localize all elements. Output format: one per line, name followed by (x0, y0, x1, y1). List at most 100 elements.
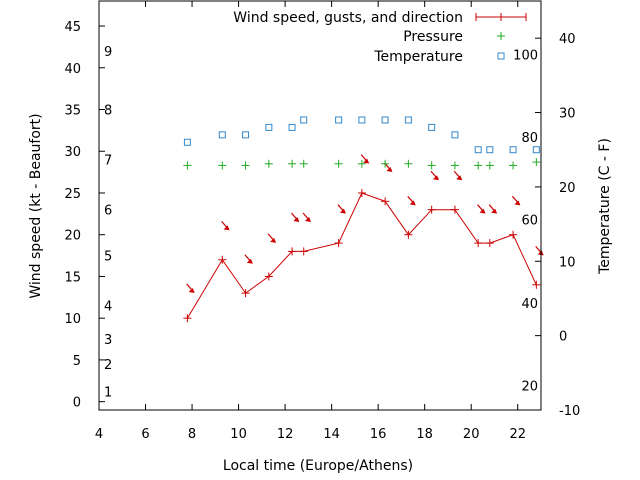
wind-point (509, 230, 518, 239)
wind-point (218, 255, 227, 264)
pressure-point (450, 161, 459, 170)
temperature-point (300, 116, 308, 124)
wind-direction-arrow (360, 154, 370, 164)
y-left-tick-label: 15 (64, 270, 81, 285)
y-left-tick-label: 20 (64, 229, 81, 244)
wind-direction-arrow (488, 204, 498, 214)
wind-direction-arrow (384, 162, 393, 172)
wind-point (183, 314, 192, 323)
x-tick-labels: 4 6 8 10 12 14 16 18 20 22 (95, 427, 526, 442)
beaufort-label: 3 (104, 333, 112, 348)
legend-marker-temperature (497, 52, 505, 60)
temperature-point (358, 116, 366, 124)
wind-point (299, 247, 308, 256)
x-tick-label: 4 (95, 427, 103, 442)
pressure-point (485, 161, 494, 170)
wind-point (381, 197, 390, 206)
pressure-point (474, 161, 483, 170)
x-tick-label: 12 (277, 427, 294, 442)
wind-direction-arrow (511, 195, 521, 206)
fahrenheit-label: 100 (513, 49, 538, 64)
y-right-axis-title: Temperature (C - F) (597, 138, 613, 275)
legend-label-temperature: Temperature (373, 49, 463, 65)
fahrenheit-label: 20 (521, 379, 538, 394)
y-right-tick-label: 0 (559, 330, 567, 345)
wind-direction-arrow (244, 254, 253, 264)
wind-direction-arrow (221, 220, 230, 231)
pressure-point (288, 159, 297, 168)
beaufort-label: 7 (104, 154, 112, 169)
fahrenheit-labels: 20 40 60 80 100 (513, 49, 538, 395)
wind-point (357, 188, 366, 197)
pressure-point (264, 159, 273, 168)
beaufort-label: 2 (104, 358, 112, 373)
wind-point (485, 239, 494, 248)
temperature-point (381, 116, 389, 124)
wind-point (288, 247, 297, 256)
beaufort-label: 6 (104, 204, 112, 219)
y-right-tick-labels: -10 0 10 20 30 40 (559, 32, 580, 419)
temperature-point (404, 116, 412, 124)
fahrenheit-label: 40 (521, 297, 538, 312)
wind-point (264, 272, 273, 281)
wind-point (532, 280, 541, 289)
wind-direction-arrow (430, 170, 439, 181)
y-left-axis-title: Wind speed (kt - Beaufort) (28, 113, 44, 298)
temperature-point (183, 138, 191, 146)
x-tick-label: 8 (188, 427, 196, 442)
pressure-point (357, 159, 366, 168)
pressure-point (183, 161, 192, 170)
legend-marker-wind (497, 13, 505, 21)
y-right-tick-label: 40 (559, 32, 576, 47)
y-left-tick-label: 45 (64, 20, 81, 35)
temperature-point (509, 146, 517, 154)
pressure-point (404, 159, 413, 168)
pressure-point (427, 161, 436, 170)
temperature-point (486, 146, 494, 154)
legend-label-pressure: Pressure (403, 29, 463, 45)
wind-direction-arrow (477, 204, 486, 214)
beaufort-label: 5 (104, 250, 112, 265)
series-layer (183, 116, 544, 323)
wind-point (241, 289, 250, 298)
legend-marker-pressure (497, 32, 505, 40)
x-tick-label: 22 (509, 427, 526, 442)
pressure-point (509, 161, 518, 170)
y-right-tick-label: -10 (559, 404, 580, 419)
pressure-point (241, 161, 250, 170)
temperature-point (265, 123, 273, 131)
plot-frame (98, 0, 542, 411)
fahrenheit-label: 60 (521, 214, 538, 229)
wind-direction-arrow (337, 204, 346, 214)
pressure-point (381, 159, 390, 168)
temperature-point (428, 123, 436, 131)
legend-key-wind (475, 13, 527, 21)
temperature-point (451, 131, 459, 139)
y-right-tick-label: 20 (559, 181, 576, 196)
y-left-tick-label: 30 (64, 145, 81, 160)
x-tick-label: 14 (323, 427, 340, 442)
wind-direction-arrow (407, 195, 416, 206)
y-left-tick-label: 0 (73, 396, 81, 411)
y-left-tick-label: 25 (64, 187, 81, 202)
wind-direction-arrow (535, 246, 544, 256)
temperature-point (532, 146, 540, 154)
y-left-tick-label: 40 (64, 62, 81, 77)
x-tick-label: 16 (370, 427, 387, 442)
temperature-point (474, 146, 482, 154)
wind-point (427, 205, 436, 214)
beaufort-label: 4 (104, 300, 112, 315)
wind-direction-arrow (290, 212, 300, 223)
legend: Wind speed, gusts, and direction Pressur… (233, 10, 527, 65)
y-left-tick-label: 35 (64, 104, 81, 119)
y-left-tick-labels: 0 5 10 15 20 25 30 35 40 45 (64, 20, 81, 411)
temperature-point (218, 131, 226, 139)
temperature-point (242, 131, 250, 139)
wind-direction-arrow (267, 233, 277, 243)
wind-direction-arrow (302, 212, 312, 223)
y-right-tick-label: 10 (559, 255, 576, 270)
wind-point (334, 239, 343, 248)
temperature-point (288, 123, 296, 131)
pressure-point (299, 159, 308, 168)
x-tick-label: 6 (141, 427, 149, 442)
